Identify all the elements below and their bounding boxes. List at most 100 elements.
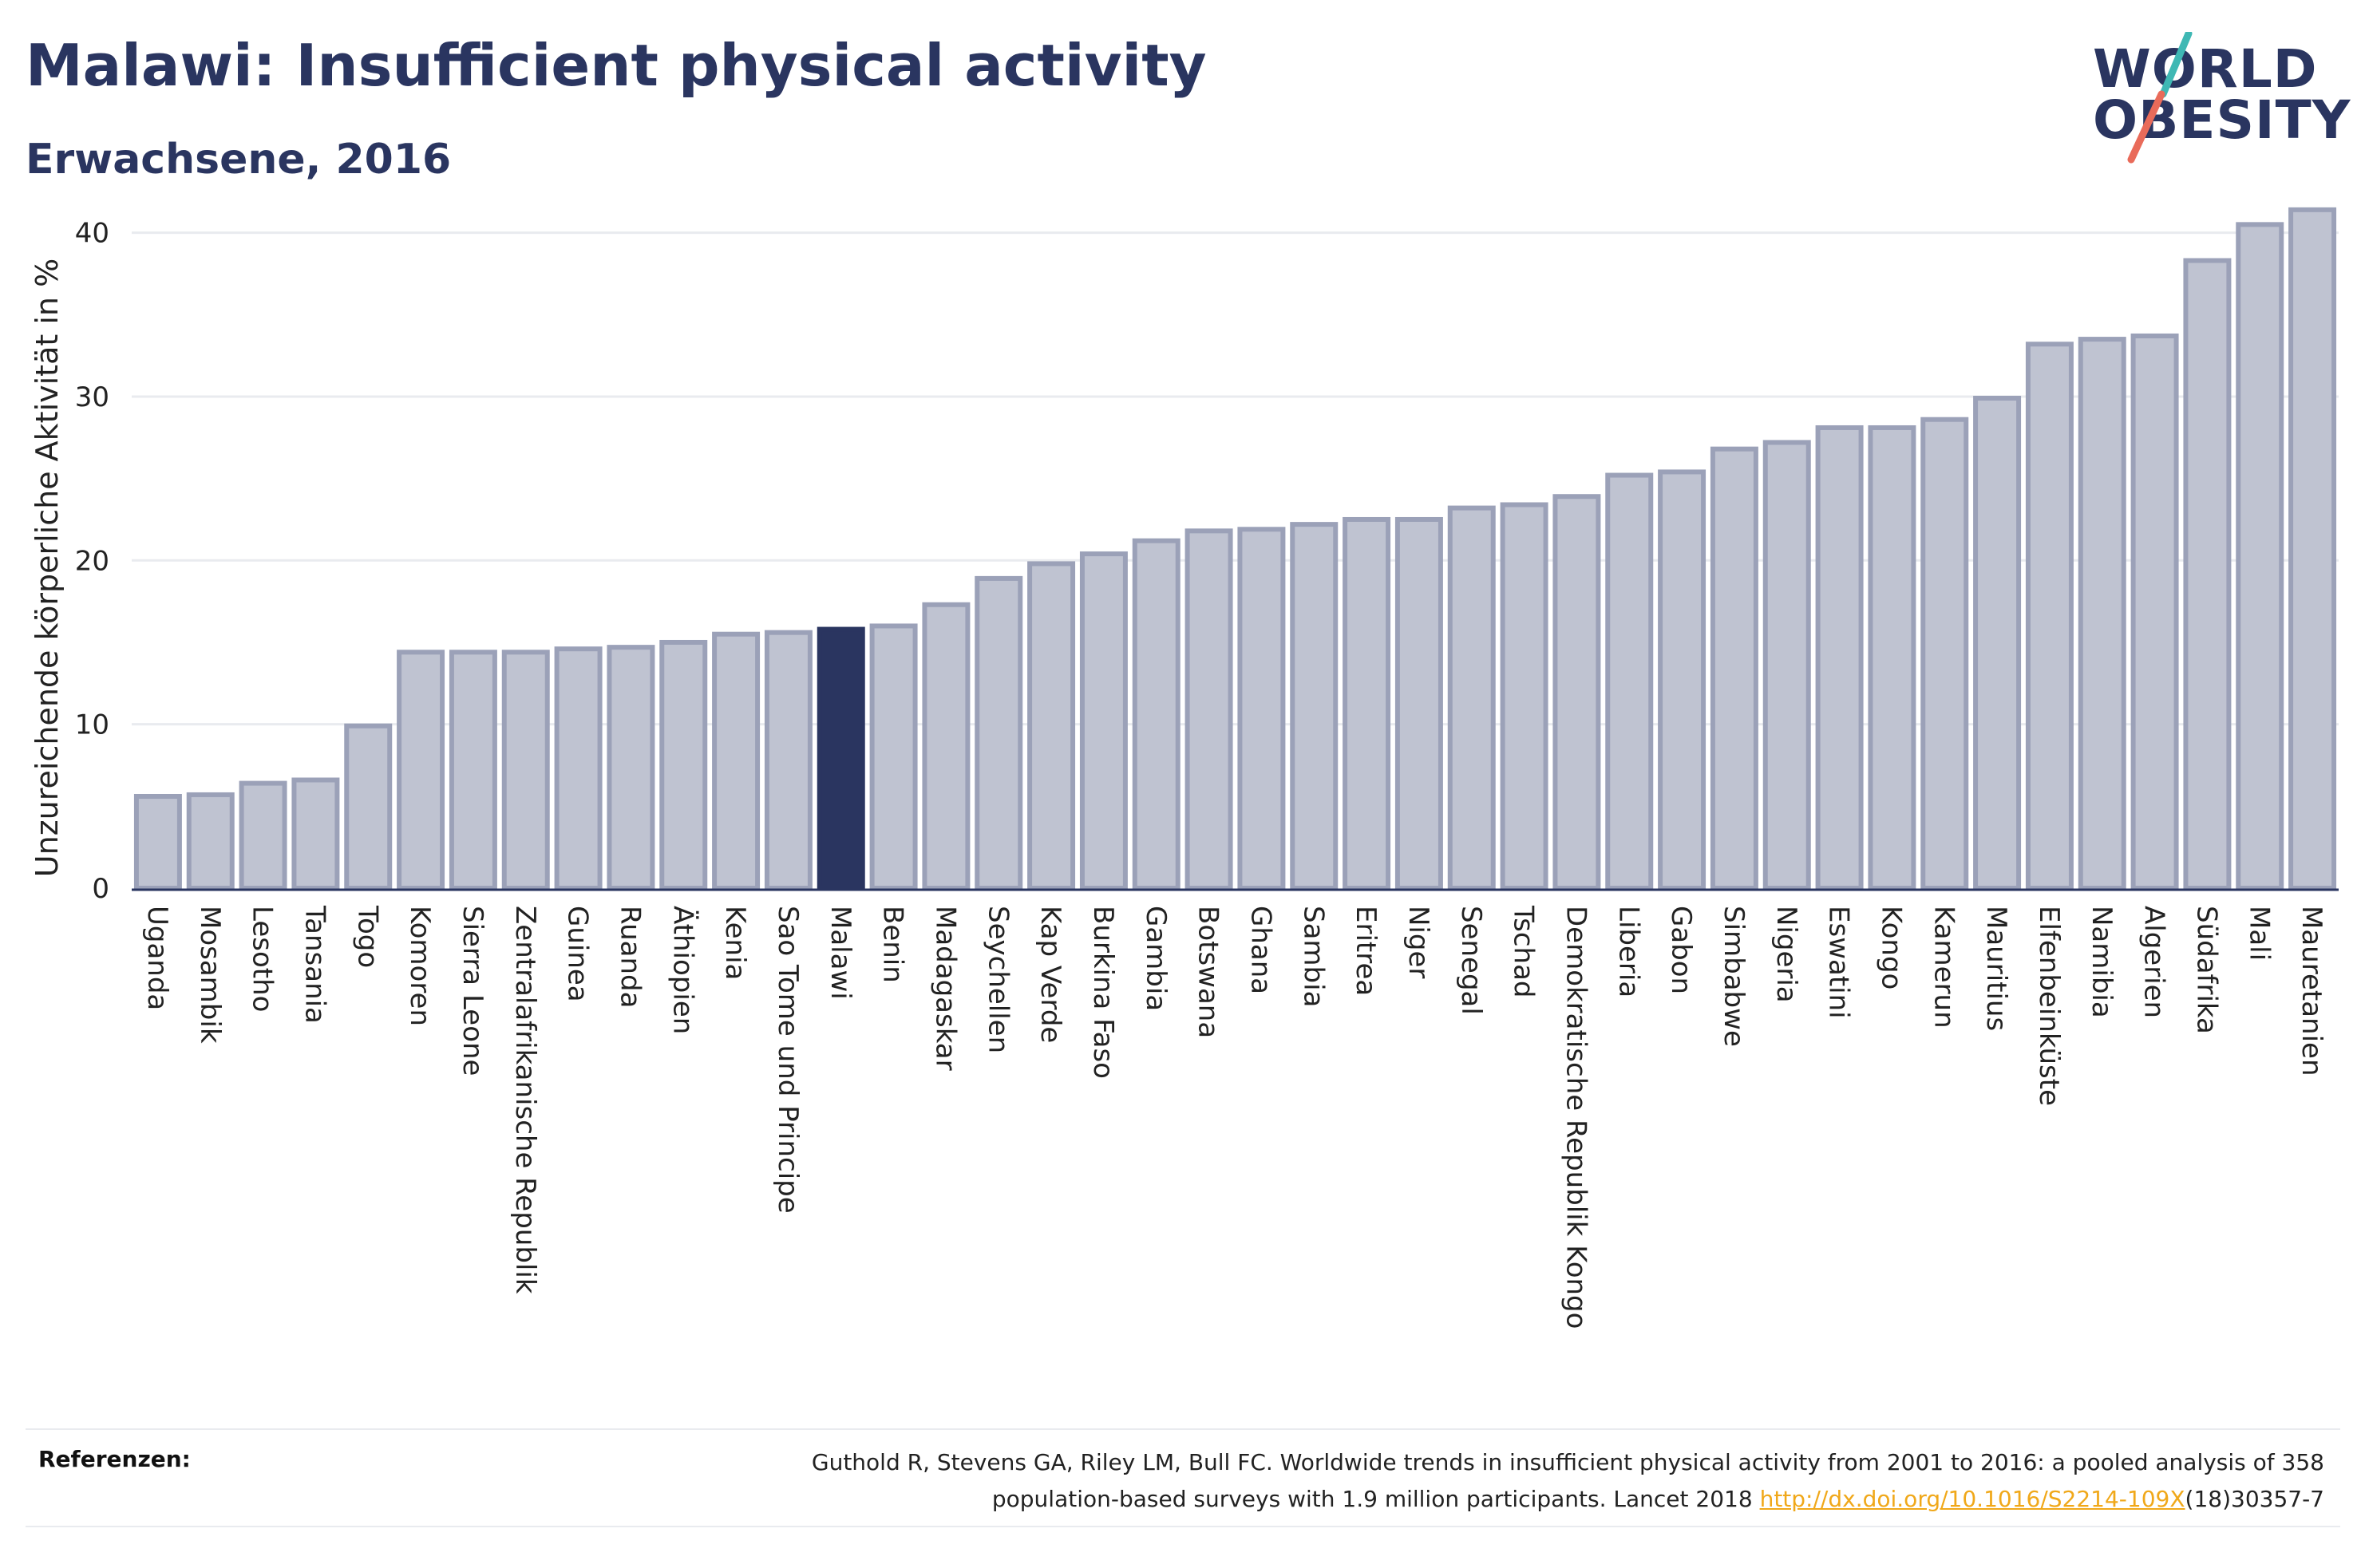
bar [659, 639, 708, 891]
reference-doi-link[interactable]: http://dx.doi.org/10.1016/S2214-109X [1759, 1486, 2185, 1512]
x-tick-label: Algerien [2138, 906, 2170, 1018]
bar [975, 575, 1023, 891]
x-tick-label: Mosambik [194, 906, 226, 1044]
bar [1132, 538, 1180, 891]
x-tick-label: Burkina Faso [1087, 906, 1119, 1079]
bar [397, 650, 445, 891]
x-tick-label: Togo [351, 905, 383, 968]
x-tick-label: Sambia [1297, 906, 1329, 1007]
bar [764, 630, 813, 891]
footer-divider-bottom [26, 1526, 2340, 1527]
bar [2236, 222, 2284, 891]
x-tick-label: Kap Verde [1034, 906, 1066, 1043]
x-tick-label: Ghana [1244, 906, 1276, 994]
x-tick-label: Zentralafrikanische Republik [509, 906, 541, 1294]
bar [186, 792, 235, 891]
y-tick-label: 0 [92, 873, 109, 905]
x-tick-label: Guinea [562, 906, 594, 1002]
x-tick-label: Benin [877, 906, 909, 983]
x-tick-label: Tansania [299, 905, 330, 1024]
bar [1762, 440, 1811, 891]
bar [344, 723, 393, 891]
x-tick-label: Äthiopien [666, 906, 698, 1034]
x-tick-label: Südafrika [2190, 906, 2222, 1034]
bar [607, 645, 655, 891]
bar [1500, 502, 1548, 891]
x-tick-label: Kenia [719, 906, 751, 980]
bar [1920, 417, 1969, 891]
x-tick-label: Simbabwe [1718, 906, 1750, 1047]
logo-text-obesity: OBESITY [2093, 89, 2351, 151]
bar [2025, 342, 2074, 891]
x-tick-label: Mauritius [1980, 906, 2012, 1031]
bar [501, 650, 550, 891]
bar [1237, 527, 1286, 891]
bar [449, 650, 497, 891]
x-tick-label: Eswatini [1823, 906, 1855, 1019]
x-tick-label: Mauretanien [2296, 906, 2327, 1076]
bar [133, 794, 182, 891]
bar [1658, 469, 1706, 891]
x-tick-label: Lesotho [247, 906, 279, 1012]
y-tick-label: 20 [75, 545, 109, 577]
y-tick-label: 10 [75, 709, 109, 741]
bar [1027, 561, 1076, 891]
logo-slash-icon [2127, 32, 2193, 164]
bar [239, 780, 287, 891]
bar [1710, 446, 1758, 891]
bar [1343, 516, 1391, 891]
bar [922, 602, 971, 891]
reference-line-2-suffix: (18)30357-7 [2185, 1486, 2324, 1512]
x-tick-label: Niger [1402, 906, 1434, 978]
bar [554, 646, 603, 891]
x-tick-label: Madagaskar [929, 906, 961, 1071]
bar [1815, 425, 1864, 891]
y-tick-label: 40 [75, 218, 109, 250]
y-axis-label: Unzureichende körperliche Aktivität in % [30, 259, 65, 877]
x-tick-label: Liberia [1612, 906, 1644, 997]
world-obesity-logo: WORLD OBESITY [2075, 32, 2350, 168]
bar [1447, 505, 1496, 891]
x-tick-label: Botswana [1192, 906, 1224, 1038]
bar [291, 777, 340, 891]
bar [2130, 333, 2179, 891]
x-tick-label: Demokratische Republik Kongo [1560, 906, 1592, 1329]
bar [2078, 337, 2126, 891]
x-tick-label: Gabon [1665, 906, 1697, 994]
bar-chart: 0 10 20 30 40 Uganda Mosambik Lesotho Tansania To… [30, 207, 2339, 1329]
bar [1868, 425, 1916, 891]
x-tick-label: Sao Tome und Principe [772, 906, 804, 1214]
x-tick-label: Malawi [825, 906, 856, 1000]
y-tick-label: 30 [75, 381, 109, 413]
x-tick-label: Elfenbeinküste [2033, 906, 2065, 1106]
bar [1605, 472, 1654, 891]
bar [1973, 396, 2022, 891]
x-tick-label: Komoren [404, 906, 436, 1026]
bar [1552, 494, 1601, 891]
reference-line-2: population-based surveys with 1.9 millio… [488, 1481, 2324, 1518]
logo-text-world: WORLD [2093, 38, 2318, 100]
x-tick-label: Kongo [1875, 906, 1907, 989]
x-tick-label: Tschad [1508, 905, 1540, 998]
bar [2183, 258, 2232, 891]
x-tick-label: Uganda [141, 906, 173, 1010]
page-title: Malawi: Insufficient physical activity [26, 32, 1207, 99]
x-tick-label: Seychellen [982, 906, 1014, 1053]
x-tick-label: Senegal [1455, 906, 1487, 1015]
bar [2288, 207, 2337, 891]
x-tick-label: Nigeria [1770, 906, 1802, 1003]
bar [1394, 516, 1443, 891]
reference-line-2-text: population-based surveys with 1.9 millio… [991, 1486, 1760, 1512]
bar [817, 626, 865, 891]
x-tick-label: Mali [2243, 906, 2275, 961]
bar [1290, 522, 1339, 891]
x-tick-label: Gambia [1140, 906, 1172, 1011]
bar [712, 631, 761, 891]
footer-divider-top [26, 1428, 2340, 1430]
bar [869, 623, 918, 891]
bar [1184, 528, 1233, 891]
references-text: Guthold R, Stevens GA, Riley LM, Bull FC… [488, 1444, 2324, 1518]
x-tick-label: Ruanda [614, 906, 646, 1008]
x-tick-label: Eritrea [1350, 906, 1382, 996]
x-tick-label: Sierra Leone [457, 906, 488, 1076]
